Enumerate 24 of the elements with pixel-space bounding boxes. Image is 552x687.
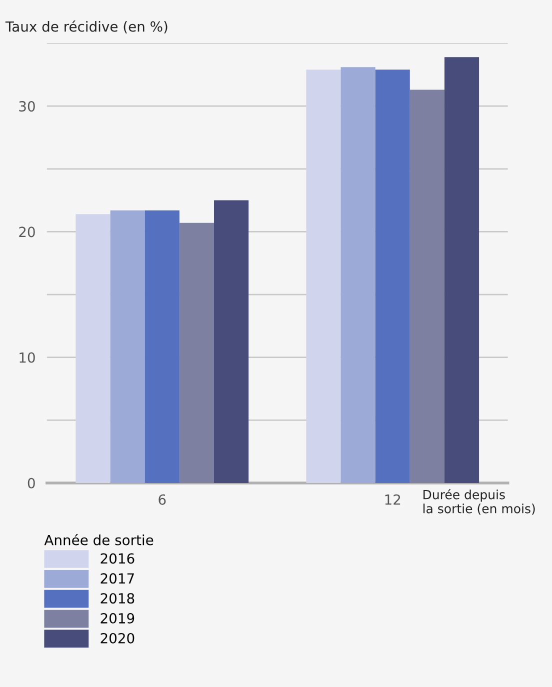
bar bbox=[76, 214, 110, 483]
legend-label: 2020 bbox=[100, 632, 134, 644]
bar bbox=[340, 67, 376, 483]
bar bbox=[375, 70, 410, 483]
legend-label: 2016 bbox=[100, 553, 134, 564]
legend-label: 2018 bbox=[100, 593, 134, 604]
y-tick-label: 30 bbox=[19, 101, 35, 112]
bar bbox=[306, 70, 341, 483]
y-tick-label: 0 bbox=[28, 478, 35, 488]
bar bbox=[410, 90, 444, 483]
bar bbox=[444, 57, 480, 483]
legend-label: 2019 bbox=[100, 613, 134, 624]
bar bbox=[179, 222, 214, 483]
x-tick-label: 6 bbox=[158, 494, 166, 505]
y-tick-label: 10 bbox=[20, 352, 35, 363]
legend-title: Année de sortie bbox=[44, 534, 154, 546]
bar bbox=[214, 200, 249, 483]
bar bbox=[110, 210, 145, 483]
x-axis-title: Durée depuis la sortie (en mois) bbox=[423, 489, 535, 515]
y-tick-label: 20 bbox=[19, 226, 35, 238]
y-axis-title: Taux de récidive (en %) bbox=[5, 20, 168, 34]
x-tick-label: 12 bbox=[385, 494, 400, 505]
bar bbox=[144, 210, 180, 483]
legend-label: 2017 bbox=[100, 573, 134, 584]
